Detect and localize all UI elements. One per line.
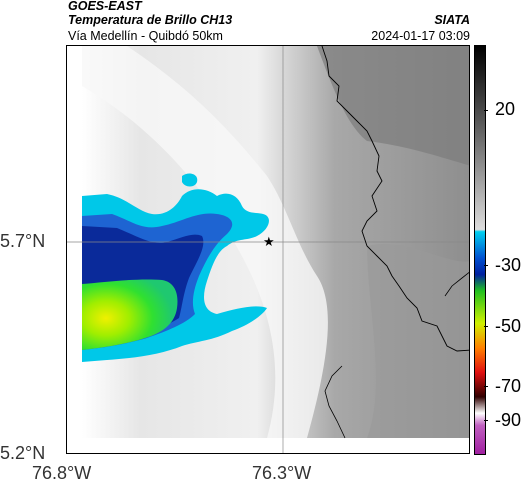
star-icon: ★ bbox=[263, 235, 275, 250]
map-canvas: ★ bbox=[67, 46, 469, 453]
product-title: Temperatura de Brillo CH13 bbox=[68, 13, 233, 27]
brand-label: SIATA bbox=[434, 13, 470, 27]
cloud-free-region bbox=[317, 46, 469, 166]
colorbar bbox=[474, 45, 486, 455]
colorbar-tick bbox=[484, 386, 488, 387]
y-tick-label: 5.2°N bbox=[0, 443, 46, 463]
y-tick-label: 5.7°N bbox=[0, 231, 46, 251]
colorbar-tick bbox=[484, 265, 488, 266]
x-tick-label: 76.3°W bbox=[252, 463, 312, 483]
cloud-free-region-south bbox=[367, 244, 469, 438]
colorbar-label: -30 bbox=[495, 255, 522, 275]
department-border bbox=[321, 46, 469, 352]
colorbar-label: -50 bbox=[495, 316, 522, 336]
department-border-east bbox=[444, 272, 469, 297]
timestamp-label: 2024-01-17 03:09 bbox=[371, 29, 470, 43]
region-subtitle: Vía Medellín - Quibdó 50km bbox=[68, 29, 223, 43]
colorbar-tick bbox=[484, 110, 488, 111]
x-tick-label: 76.8°W bbox=[32, 463, 92, 483]
colorbar-gradient bbox=[475, 46, 485, 454]
cold-cloud-fragment bbox=[182, 173, 198, 187]
colorbar-tick bbox=[484, 326, 488, 327]
colorbar-label: -70 bbox=[495, 376, 522, 396]
colorbar-fill bbox=[475, 46, 485, 454]
colorbar-tick bbox=[484, 420, 488, 421]
satellite-map: ★ bbox=[66, 45, 470, 454]
colorbar-label: 20 bbox=[495, 99, 516, 119]
department-border-south bbox=[324, 365, 346, 439]
colorbar-label: -90 bbox=[495, 410, 522, 430]
coldest-cloud-tops bbox=[82, 279, 178, 350]
satellite-title: GOES-EAST bbox=[68, 0, 142, 13]
